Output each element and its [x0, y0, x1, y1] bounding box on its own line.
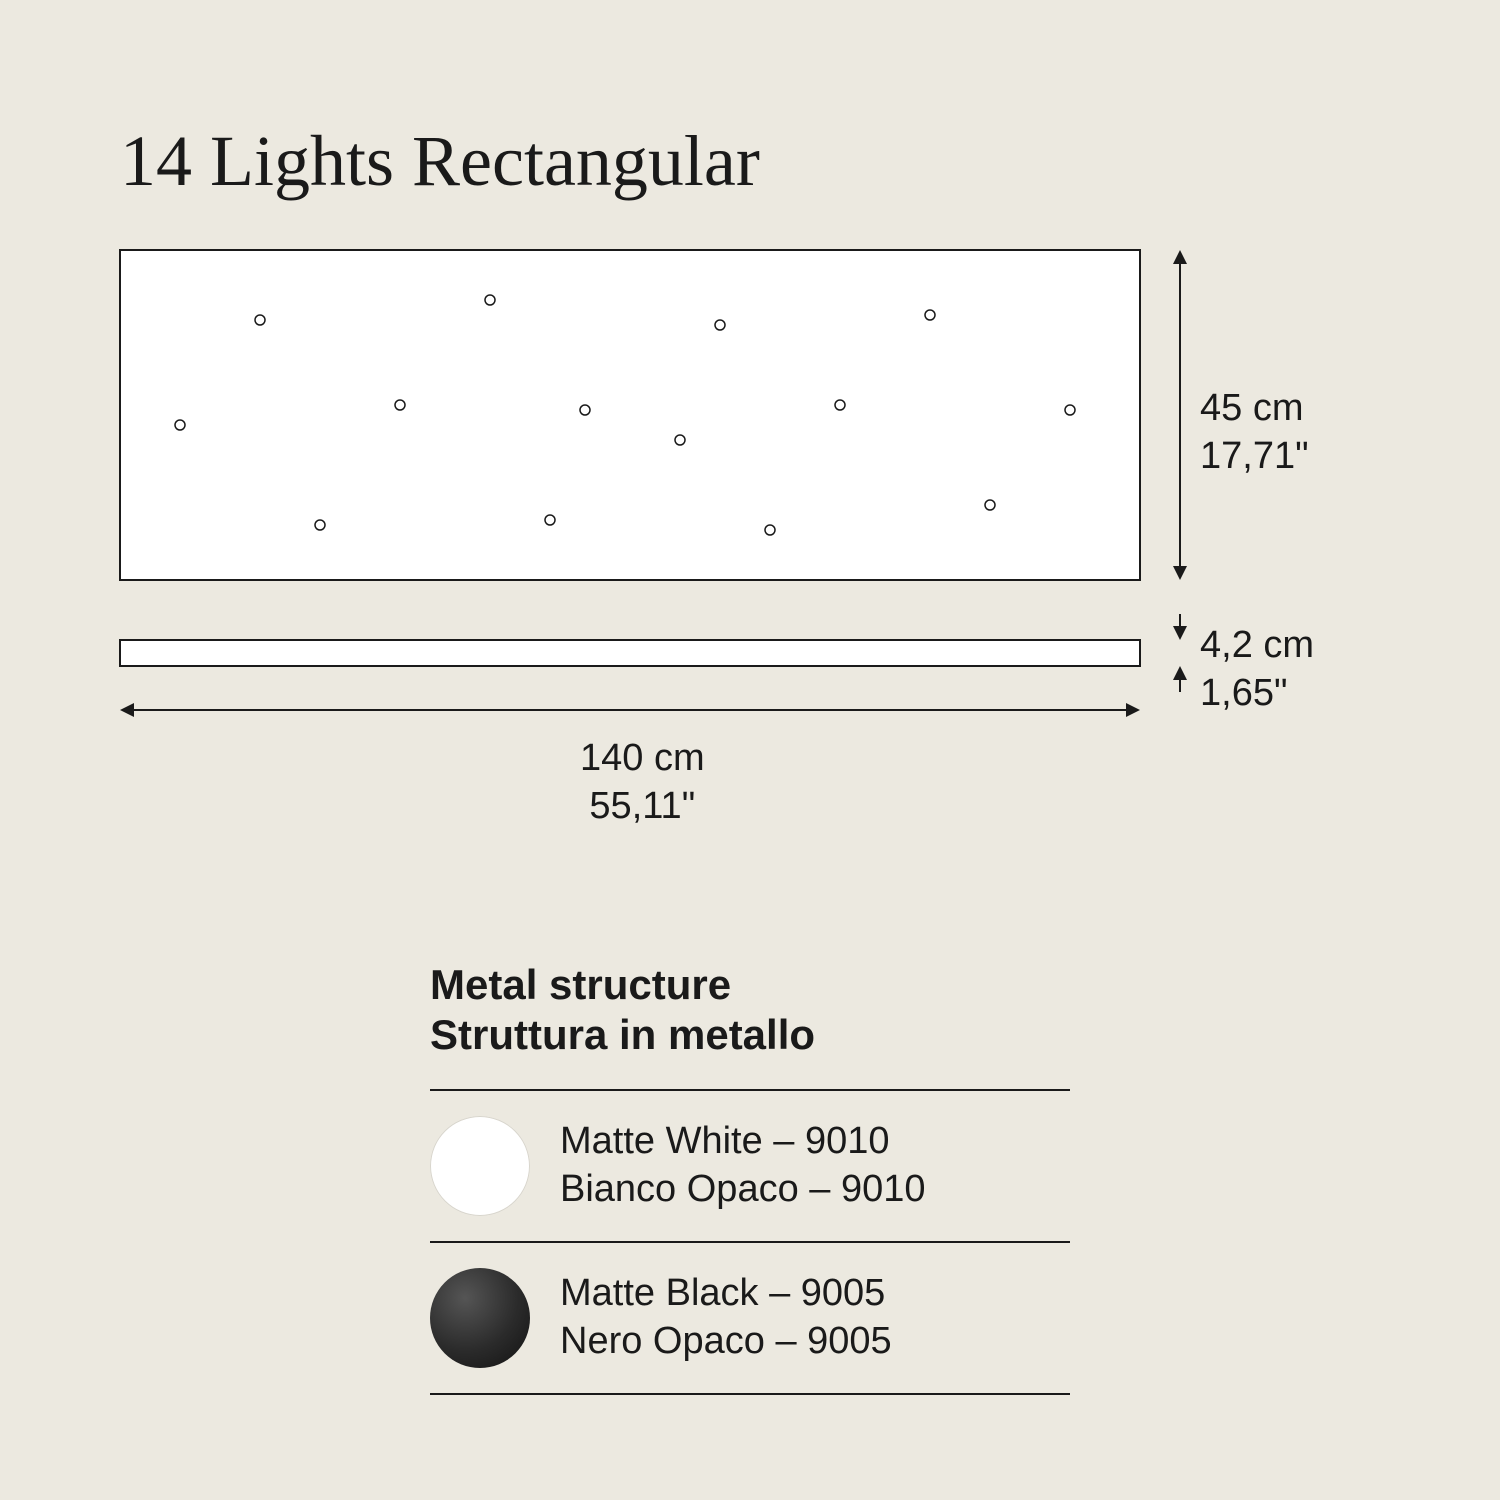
dimension-width-label: 140 cm 55,11": [580, 735, 705, 830]
divider: [430, 1393, 1070, 1395]
finishes-title: Metal structure Struttura in metallo: [430, 960, 1070, 1061]
finish-label: Matte Black – 9005 Nero Opaco – 9005: [560, 1270, 892, 1365]
finish-label: Matte White – 9010 Bianco Opaco – 9010: [560, 1118, 926, 1213]
finishes-section: Metal structure Struttura in metallo Mat…: [430, 960, 1070, 1395]
page-title: 14 Lights Rectangular: [120, 120, 760, 203]
color-swatch: [430, 1268, 530, 1368]
finish-option: Matte Black – 9005 Nero Opaco – 9005: [430, 1243, 1070, 1393]
color-swatch: [430, 1116, 530, 1216]
dimension-height-label: 45 cm 17,71": [1200, 385, 1309, 480]
finish-option: Matte White – 9010 Bianco Opaco – 9010: [430, 1091, 1070, 1241]
product-diagram: [120, 250, 1380, 850]
dimension-depth-label: 4,2 cm 1,65": [1200, 622, 1314, 717]
